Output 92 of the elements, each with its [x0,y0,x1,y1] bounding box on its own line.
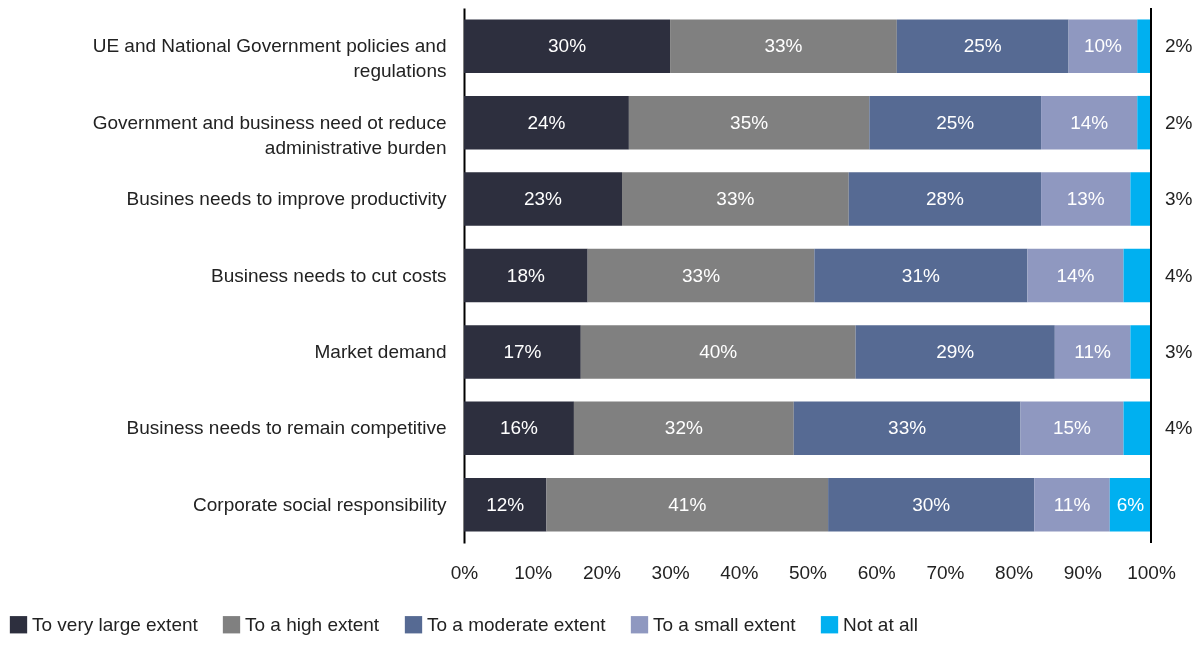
bar [573,401,794,456]
legend-label: To a high extent [245,613,380,635]
x-tick-label: 90% [1063,561,1102,583]
legend-label: To a small extent [653,613,797,635]
data-label: 33% [764,35,803,57]
data-label: 2% [1165,111,1193,133]
data-label: 14% [1056,264,1095,286]
bar [1137,95,1151,150]
bar [1123,248,1151,303]
x-tick-label: 30% [651,561,690,583]
bar [1041,95,1138,150]
data-label: 4% [1165,417,1193,439]
y-tick-label: Business needs to cut costs [210,264,447,286]
data-label: 17% [503,340,542,362]
bar [587,248,815,303]
bar [1020,401,1124,456]
data-label: 6% [1116,493,1145,515]
data-label: 41% [668,493,707,515]
bar [670,19,897,73]
data-label: 4% [1165,264,1193,286]
bar [628,95,870,150]
bar [464,19,671,73]
bar [1137,19,1151,73]
data-label: 3% [1165,188,1193,210]
x-tick-label: 0% [450,561,479,583]
bar [1123,401,1151,456]
bar [546,478,829,532]
bar [464,325,581,379]
data-label: 32% [664,417,703,439]
data-label: 13% [1066,188,1105,210]
x-tick-label: 10% [514,561,553,583]
data-label: 33% [716,188,755,210]
y-tick-label: Market demand [314,340,447,362]
data-label: 12% [486,493,525,515]
data-label: 23% [523,188,563,210]
x-tick-label: 100% [1127,561,1176,583]
bar [464,248,588,303]
bar [1130,172,1151,226]
bar [580,325,856,379]
legend-label: To a moderate extent [427,613,607,635]
bar [793,401,1021,456]
y-tick-label: Busines needs to improve productivity [126,188,447,210]
data-label: 15% [1052,417,1092,439]
data-label: 11% [1053,493,1091,515]
legend-label: To very large extent [32,613,199,635]
bar [1130,325,1151,379]
data-label: 30% [548,35,587,57]
bar [464,95,629,150]
bar [464,172,623,226]
bar [1068,19,1138,73]
bar [855,325,1055,379]
data-label: 11% [1074,340,1112,362]
legend-label: Not at all [843,613,918,635]
y-tick-label: Government and business need ot reduce administrative burden [92,111,447,158]
x-tick-label: 60% [857,561,896,583]
data-label: 14% [1070,111,1109,133]
x-tick-label: 80% [995,561,1034,583]
data-label: 2% [1165,35,1193,57]
bar [896,19,1069,73]
data-label: 30% [912,493,951,515]
data-label: 33% [888,417,927,439]
data-label: 40% [699,340,738,362]
bar [622,172,849,226]
x-tick-label: 70% [926,561,965,583]
data-label: 29% [936,340,975,362]
y-tick-label: Corporate social responsibility [193,493,447,515]
data-label: 33% [682,264,721,286]
data-label: 10% [1083,35,1123,57]
bar [828,478,1035,532]
bar [1041,172,1131,226]
bar [1027,248,1124,303]
bar [1034,478,1110,532]
data-label: 25% [963,35,1002,57]
data-label: 31% [901,264,940,286]
data-label: 3% [1165,340,1193,362]
data-label: 16% [499,417,539,439]
data-label: 28% [925,188,965,210]
bar [848,172,1042,226]
data-label: 25% [936,111,975,133]
x-tick-label: 20% [582,561,622,583]
x-tick-label: 50% [788,561,828,583]
bar [814,248,1028,303]
y-tick-label: UE and National Government policies and regulations [92,35,447,82]
bar [464,478,547,532]
bar [1054,325,1131,379]
x-tick-label: 40% [720,561,759,583]
data-label: 35% [730,111,769,133]
bar [464,401,574,456]
data-label: 24% [527,111,566,133]
bar [869,95,1042,150]
y-tick-label: Business needs to remain competitive [126,417,447,439]
data-label: 18% [506,264,545,286]
